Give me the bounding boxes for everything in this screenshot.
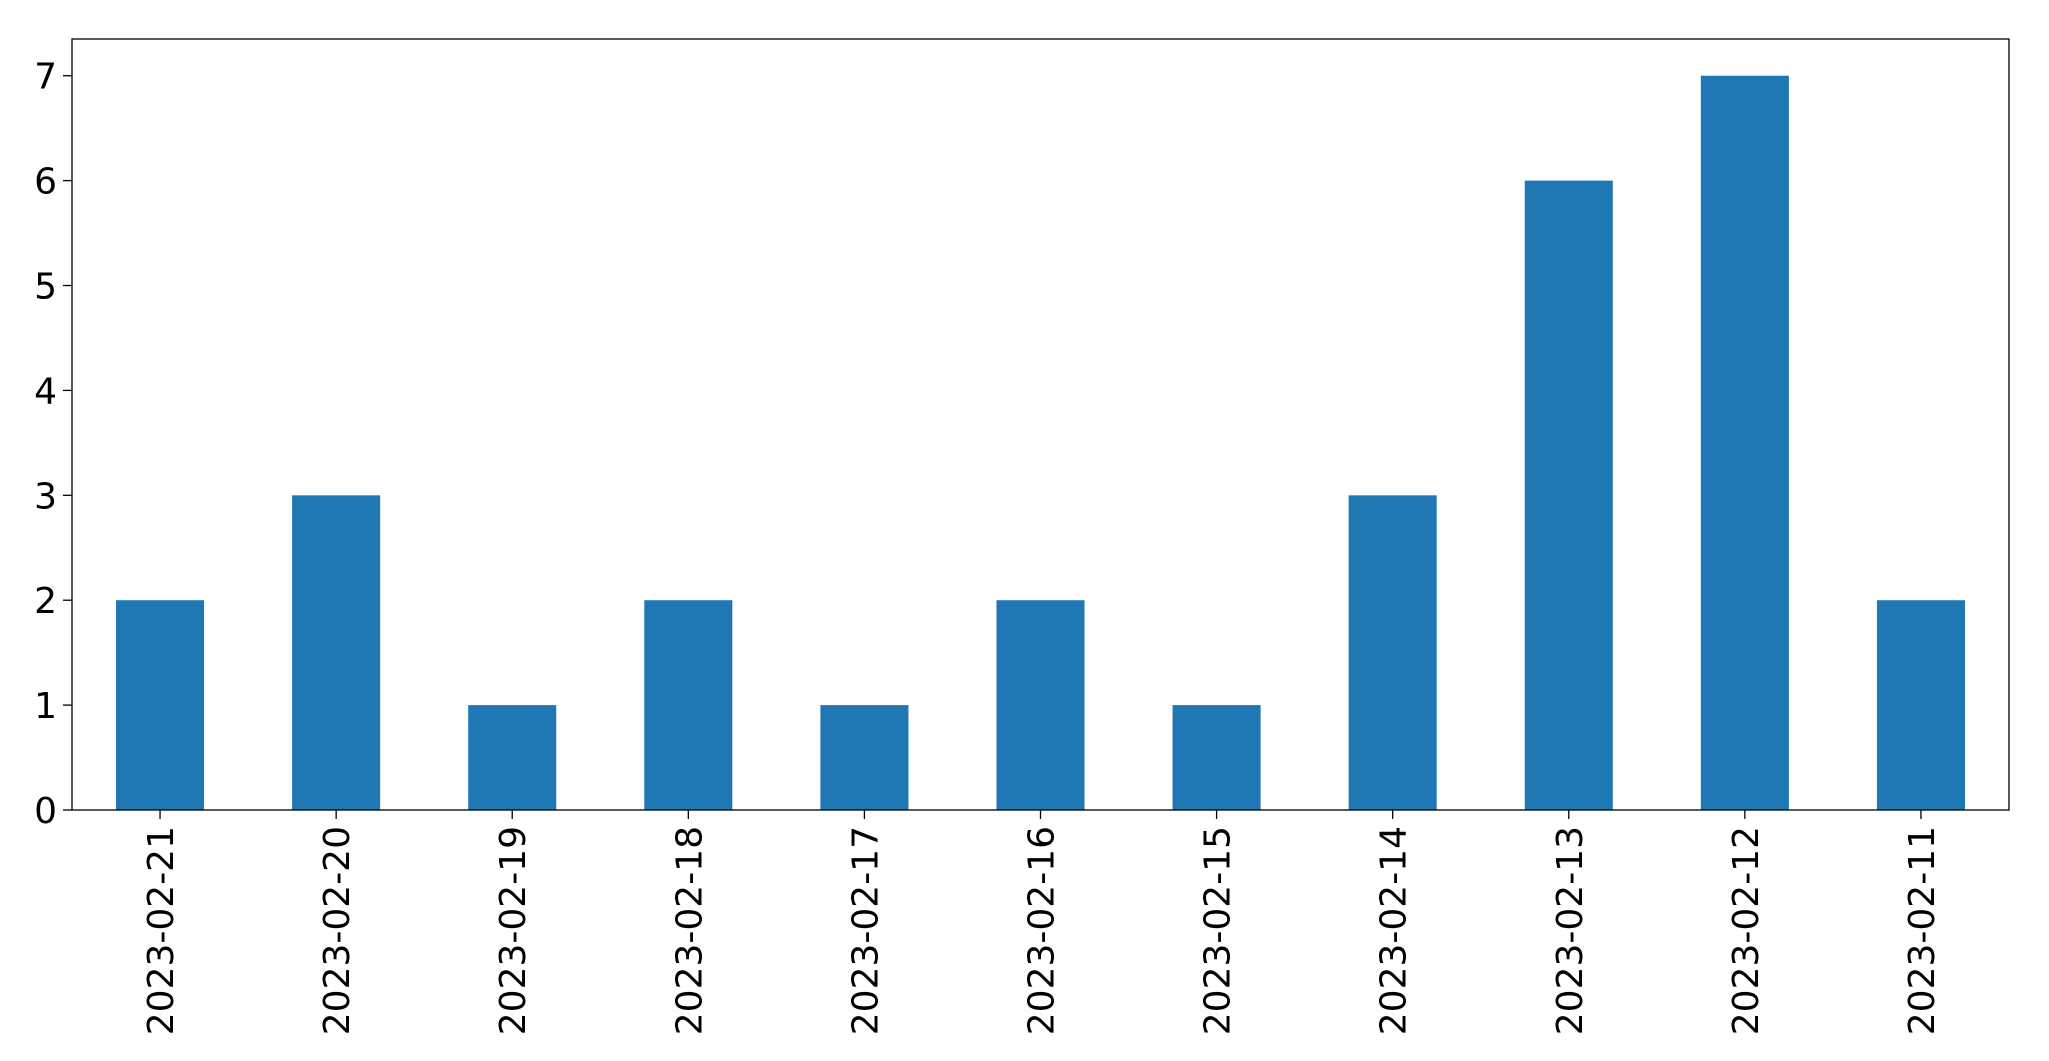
- x-tick-label: 2023-02-18: [669, 826, 710, 1035]
- x-tick-label: 2023-02-17: [845, 826, 886, 1035]
- bar: [996, 600, 1085, 810]
- bar: [468, 705, 557, 810]
- bar: [1524, 180, 1613, 810]
- plot-frame: [71, 38, 2010, 811]
- y-tick-label: 3: [34, 476, 57, 517]
- bar: [1876, 600, 1965, 810]
- x-tick-label: 2023-02-11: [1902, 826, 1943, 1035]
- bar: [116, 600, 205, 810]
- bar: [1700, 75, 1789, 810]
- y-tick-label: 4: [34, 371, 57, 412]
- x-tick-label: 2023-02-19: [493, 826, 534, 1035]
- x-tick-label: 2023-02-20: [317, 826, 358, 1035]
- bar: [1172, 705, 1261, 810]
- x-tick-label: 2023-02-16: [1022, 826, 1063, 1035]
- y-tick-label: 0: [34, 791, 57, 832]
- x-tick-label: 2023-02-14: [1374, 826, 1415, 1035]
- y-tick-label: 6: [34, 162, 57, 203]
- x-tick-label: 2023-02-21: [141, 826, 182, 1035]
- y-tick-label: 2: [34, 581, 57, 622]
- x-tick-label: 2023-02-15: [1198, 826, 1239, 1035]
- bar: [820, 705, 909, 810]
- y-tick-label: 7: [34, 57, 57, 98]
- bar: [1348, 495, 1437, 810]
- x-tick-label: 2023-02-12: [1726, 826, 1767, 1035]
- bar: [644, 600, 733, 810]
- y-tick-label: 1: [34, 686, 57, 727]
- x-tick-label: 2023-02-13: [1550, 826, 1591, 1035]
- bar: [292, 495, 381, 810]
- y-tick-label: 5: [34, 267, 57, 308]
